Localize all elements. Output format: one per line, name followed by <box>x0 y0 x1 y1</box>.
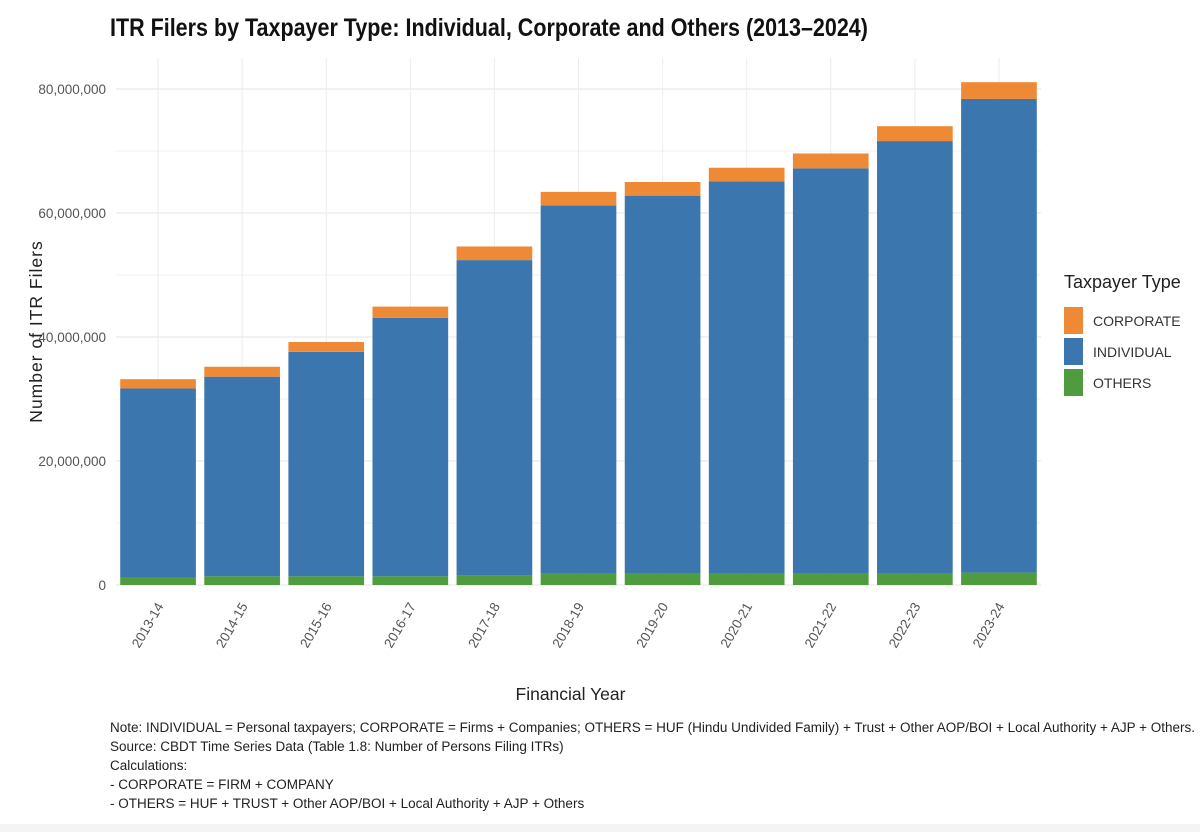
y-tick-label: 0 <box>98 578 106 593</box>
bar-others-2014-15 <box>204 576 280 585</box>
bar-individual-2022-23 <box>877 141 953 574</box>
bar-corporate-2020-21 <box>708 167 785 182</box>
note-corporate-formula: - CORPORATE = FIRM + COMPANY <box>110 777 334 792</box>
legend-title: Taxpayer Type <box>1064 272 1181 292</box>
bar-corporate-2021-22 <box>792 153 869 169</box>
x-axis-title: Financial Year <box>516 684 626 704</box>
x-tick-label: 2022-23 <box>886 600 924 650</box>
bar-others-2022-23 <box>877 573 953 585</box>
bar-individual-2018-19 <box>540 205 617 574</box>
x-tick-label: 2013-14 <box>129 600 167 651</box>
x-tick-label: 2019-20 <box>633 600 671 650</box>
bar-individual-2021-22 <box>792 168 869 574</box>
x-tick-label: 2023-24 <box>970 600 1008 651</box>
bar-individual-2017-18 <box>456 260 533 576</box>
chart-title: ITR Filers by Taxpayer Type: Individual,… <box>110 14 868 42</box>
y-tick-label: 60,000,000 <box>38 206 106 221</box>
bar-corporate-2019-20 <box>624 182 701 196</box>
x-tick-label: 2018-19 <box>549 600 587 650</box>
y-tick-label: 20,000,000 <box>38 454 106 469</box>
bar-individual-2014-15 <box>204 376 280 577</box>
bar-corporate-2013-14 <box>120 379 196 389</box>
bar-others-2016-17 <box>372 576 449 585</box>
x-tick-label: 2017-18 <box>465 600 503 650</box>
bar-corporate-2015-16 <box>288 341 365 352</box>
y-tick-label: 40,000,000 <box>38 330 106 345</box>
note-calculations-heading: Calculations: <box>110 758 188 773</box>
legend-label-corporate: CORPORATE <box>1093 312 1181 329</box>
bar-individual-2016-17 <box>372 317 449 577</box>
bar-individual-2015-16 <box>288 351 365 577</box>
note-source: Source: CBDT Time Series Data (Table 1.8… <box>110 739 564 754</box>
bar-others-2021-22 <box>792 573 869 585</box>
bar-individual-2020-21 <box>708 181 785 574</box>
bar-others-2015-16 <box>288 576 365 585</box>
bar-individual-2023-24 <box>961 98 1037 573</box>
note-definitions: Note: INDIVIDUAL = Personal taxpayers; C… <box>110 720 1196 735</box>
y-axis-title: Number of ITR Filers <box>26 240 46 422</box>
bar-corporate-2022-23 <box>877 126 953 142</box>
x-tick-label: 2021-22 <box>802 600 840 650</box>
legend-swatch-corporate <box>1064 307 1083 334</box>
bar-others-2013-14 <box>120 577 196 585</box>
x-tick-label: 2016-17 <box>381 600 419 650</box>
legend-swatch-individual <box>1064 338 1083 365</box>
legend: Taxpayer Type CORPORATE INDIVIDUAL OTHER… <box>1064 272 1181 398</box>
legend-item-others: OTHERS <box>1064 367 1181 398</box>
bar-corporate-2018-19 <box>540 191 617 206</box>
bar-corporate-2017-18 <box>456 246 533 261</box>
note-others-formula: - OTHERS = HUF + TRUST + Other AOP/BOI +… <box>110 796 585 811</box>
bar-others-2018-19 <box>540 573 617 585</box>
x-tick-label: 2015-16 <box>297 600 335 650</box>
bar-individual-2013-14 <box>120 388 196 578</box>
bar-others-2019-20 <box>624 573 701 585</box>
bar-others-2023-24 <box>961 572 1037 585</box>
legend-label-others: OTHERS <box>1093 374 1152 391</box>
page-bottom-strip <box>0 824 1200 832</box>
x-tick-label: 2014-15 <box>213 600 251 650</box>
x-tick-label: 2020-21 <box>718 600 756 650</box>
bar-corporate-2023-24 <box>961 82 1037 99</box>
y-tick-label: 80,000,000 <box>38 82 106 97</box>
legend-swatch-others <box>1064 369 1083 396</box>
bar-others-2017-18 <box>456 575 533 585</box>
bar-individual-2019-20 <box>624 195 701 574</box>
legend-item-individual: INDIVIDUAL <box>1064 336 1181 367</box>
bar-others-2020-21 <box>708 573 785 585</box>
bar-corporate-2014-15 <box>204 366 280 377</box>
legend-label-individual: INDIVIDUAL <box>1093 343 1172 360</box>
bar-corporate-2016-17 <box>372 306 449 318</box>
legend-item-corporate: CORPORATE <box>1064 305 1181 336</box>
chart-notes: Note: INDIVIDUAL = Personal taxpayers; C… <box>110 718 1195 813</box>
